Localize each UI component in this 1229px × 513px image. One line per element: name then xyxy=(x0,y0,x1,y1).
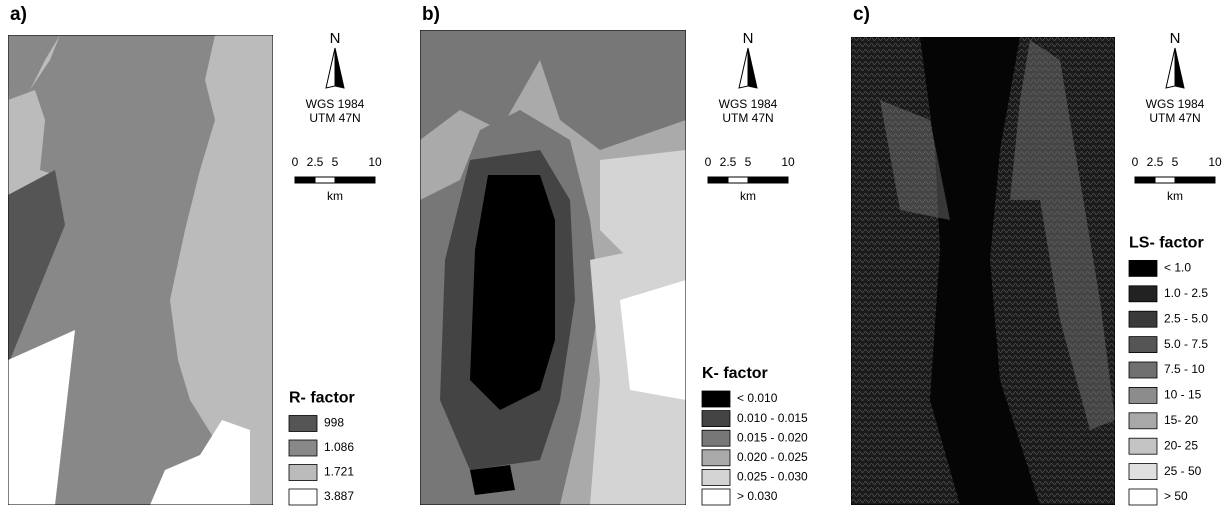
legend-swatch xyxy=(289,440,317,456)
scale-segment xyxy=(748,177,788,183)
scale-segment xyxy=(708,177,728,183)
scale-unit: km xyxy=(327,189,343,203)
scale-tick-label: 2.5 xyxy=(1147,155,1164,169)
legend-swatch xyxy=(1129,337,1157,353)
legend-label: 3.887 xyxy=(324,489,354,503)
legend-label: 0.025 - 0.030 xyxy=(737,470,808,484)
north-arrow xyxy=(748,48,757,88)
legend-label: 10 - 15 xyxy=(1164,388,1202,402)
legend-swatch xyxy=(702,489,730,505)
north-label: N xyxy=(1170,30,1181,47)
north-arrow xyxy=(739,48,748,88)
map-a xyxy=(8,35,273,505)
map-c xyxy=(851,37,1115,505)
north-arrow xyxy=(335,48,344,88)
crs-label: WGS 1984 xyxy=(306,97,365,111)
scale-segment xyxy=(295,177,315,183)
figure: a)NWGS 1984UTM 47N02.5510kmR- factor9981… xyxy=(0,0,1229,508)
legend-label: 1.086 xyxy=(324,440,354,454)
scale-tick-label: 2.5 xyxy=(720,155,737,169)
legend-label: > 50 xyxy=(1164,489,1188,503)
legend-swatch xyxy=(1129,464,1157,480)
scale-unit: km xyxy=(740,189,756,203)
scale-segment xyxy=(1135,177,1155,183)
scale-tick-label: 0 xyxy=(705,155,712,169)
panel-label: a) xyxy=(10,4,27,25)
map-b xyxy=(420,30,686,505)
legend-swatch xyxy=(702,450,730,466)
legend-label: 2.5 - 5.0 xyxy=(1164,311,1208,325)
legend-label: 20- 25 xyxy=(1164,438,1198,452)
legend-label: 15- 20 xyxy=(1164,413,1198,427)
legend-swatch xyxy=(702,411,730,427)
legend-label: 1.721 xyxy=(324,465,354,479)
legend-swatch xyxy=(1129,387,1157,403)
legend-title: R- factor xyxy=(289,390,355,407)
scale-tick-label: 10 xyxy=(781,155,795,169)
legend-label: 998 xyxy=(324,416,344,430)
scale-tick-label: 5 xyxy=(745,155,752,169)
north-arrow xyxy=(1166,48,1175,88)
legend-swatch xyxy=(1129,260,1157,276)
scale-tick-label: 5 xyxy=(332,155,339,169)
scale-segment xyxy=(335,177,375,183)
scale-segment xyxy=(315,177,335,183)
crs-label: WGS 1984 xyxy=(1146,97,1205,111)
scale-segment xyxy=(1155,177,1175,183)
legend-swatch xyxy=(1129,362,1157,378)
legend-label: 7.5 - 10 xyxy=(1164,362,1205,376)
legend-swatch xyxy=(702,391,730,407)
scale-tick-label: 0 xyxy=(292,155,299,169)
legend-label: 5.0 - 7.5 xyxy=(1164,337,1208,351)
legend-label: < 0.010 xyxy=(737,391,778,405)
legend-swatch xyxy=(702,469,730,485)
scale-unit: km xyxy=(1167,189,1183,203)
north-label: N xyxy=(330,30,341,47)
legend-swatch xyxy=(1129,413,1157,429)
scale-tick-label: 2.5 xyxy=(307,155,324,169)
legend-label: 1.0 - 2.5 xyxy=(1164,286,1208,300)
legend-title: LS- factor xyxy=(1129,235,1204,252)
scale-segment xyxy=(728,177,748,183)
legend-swatch xyxy=(1129,311,1157,327)
legend-swatch xyxy=(1129,438,1157,454)
crs-label: UTM 47N xyxy=(722,111,773,125)
north-label: N xyxy=(743,30,754,47)
panel-label: c) xyxy=(853,4,870,25)
legend-label: 0.015 - 0.020 xyxy=(737,430,808,444)
legend-swatch xyxy=(289,416,317,432)
legend-title: K- factor xyxy=(702,365,768,382)
legend-label: > 0.030 xyxy=(737,489,778,503)
panel-label: b) xyxy=(422,4,440,25)
legend-swatch xyxy=(289,489,317,505)
legend-label: 25 - 50 xyxy=(1164,464,1202,478)
crs-label: WGS 1984 xyxy=(719,97,778,111)
legend-label: 0.010 - 0.015 xyxy=(737,411,808,425)
scale-tick-label: 0 xyxy=(1132,155,1139,169)
crs-label: UTM 47N xyxy=(309,111,360,125)
north-arrow xyxy=(1175,48,1184,88)
legend-label: < 1.0 xyxy=(1164,261,1191,275)
crs-label: UTM 47N xyxy=(1149,111,1200,125)
north-arrow xyxy=(326,48,335,88)
legend-swatch xyxy=(289,465,317,481)
legend-swatch xyxy=(702,430,730,446)
legend-swatch xyxy=(1129,286,1157,302)
scale-tick-label: 10 xyxy=(1208,155,1222,169)
legend-swatch xyxy=(1129,489,1157,505)
scale-tick-label: 5 xyxy=(1172,155,1179,169)
scale-tick-label: 10 xyxy=(368,155,382,169)
legend-label: 0.020 - 0.025 xyxy=(737,450,808,464)
scale-segment xyxy=(1175,177,1215,183)
